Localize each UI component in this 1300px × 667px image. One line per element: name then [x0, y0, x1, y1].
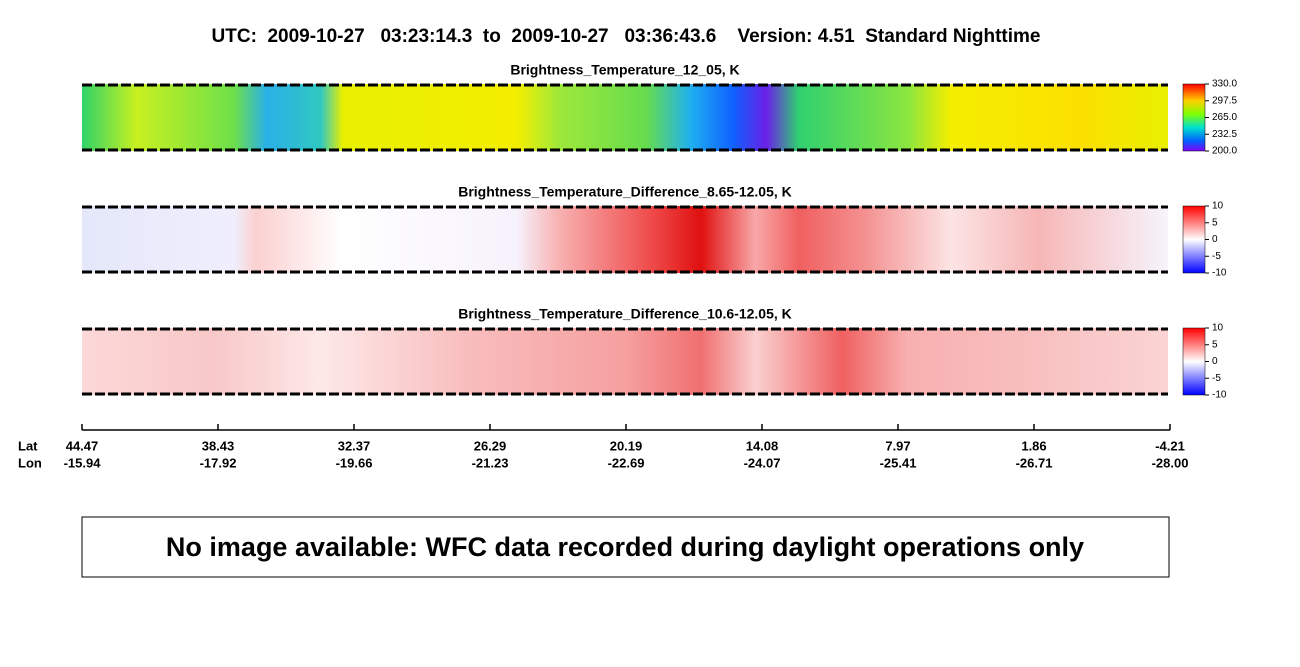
- message: No image available: WFC data recorded du…: [166, 532, 1084, 562]
- panel-title: Brightness_Temperature_12_05, K: [510, 62, 739, 78]
- colorbar-label: 330.0: [1212, 79, 1237, 90]
- lat-tick-label: 7.97: [885, 438, 910, 453]
- lat-tick-label: 32.37: [338, 438, 371, 453]
- colorbar-label: 0: [1212, 234, 1218, 245]
- colorbar-label: 265.0: [1212, 112, 1237, 123]
- message-box: [81, 516, 1170, 578]
- colorbar: [1182, 83, 1206, 152]
- panel-image: [82, 84, 1168, 151]
- lat-tick-label: 20.19: [610, 438, 643, 453]
- lon-tick-label: -19.66: [336, 455, 373, 470]
- lon-label: Lon: [18, 455, 42, 470]
- colorbar-label: 200.0: [1212, 146, 1237, 157]
- colorbar: [1182, 327, 1206, 396]
- colorbar-label: -10: [1212, 268, 1227, 279]
- colorbar-label: 5: [1212, 339, 1218, 350]
- lon-tick-label: -24.07: [744, 455, 781, 470]
- colorbar-label: 10: [1212, 323, 1224, 334]
- lat-tick-label: 26.29: [474, 438, 507, 453]
- lon-tick-label: -25.41: [880, 455, 917, 470]
- lat-tick-label: 44.47: [66, 438, 99, 453]
- colorbar-label: 232.5: [1212, 129, 1237, 140]
- lat-tick-label: 38.43: [202, 438, 235, 453]
- lon-tick-label: -28.00: [1152, 455, 1189, 470]
- lon-tick-label: -17.92: [200, 455, 237, 470]
- colorbar-label: -5: [1212, 373, 1221, 384]
- lat-tick-label: -4.21: [1155, 438, 1185, 453]
- lat-tick-label: 14.08: [746, 438, 779, 453]
- colorbar-label: 0: [1212, 356, 1218, 367]
- lon-tick-label: -15.94: [64, 455, 102, 470]
- colorbar: [1182, 205, 1206, 274]
- panel-title: Brightness_Temperature_Difference_8.65-1…: [458, 184, 792, 200]
- panel-image: [82, 328, 1168, 395]
- page-title: UTC: 2009-10-27 03:23:14.3 to 2009-10-27…: [212, 26, 1041, 47]
- lat-label: Lat: [18, 438, 38, 453]
- panel-title: Brightness_Temperature_Difference_10.6-1…: [458, 306, 792, 322]
- lon-tick-label: -22.69: [608, 455, 645, 470]
- lon-tick-label: -26.71: [1016, 455, 1053, 470]
- colorbar-label: 10: [1212, 201, 1224, 212]
- colorbar-label: -5: [1212, 251, 1221, 262]
- colorbar-label: -10: [1212, 390, 1227, 401]
- colorbar-label: 297.5: [1212, 95, 1237, 106]
- lon-tick-label: -21.23: [472, 455, 509, 470]
- lat-tick-label: 1.86: [1021, 438, 1046, 453]
- panel-image: [82, 206, 1168, 273]
- colorbar-label: 5: [1212, 217, 1218, 228]
